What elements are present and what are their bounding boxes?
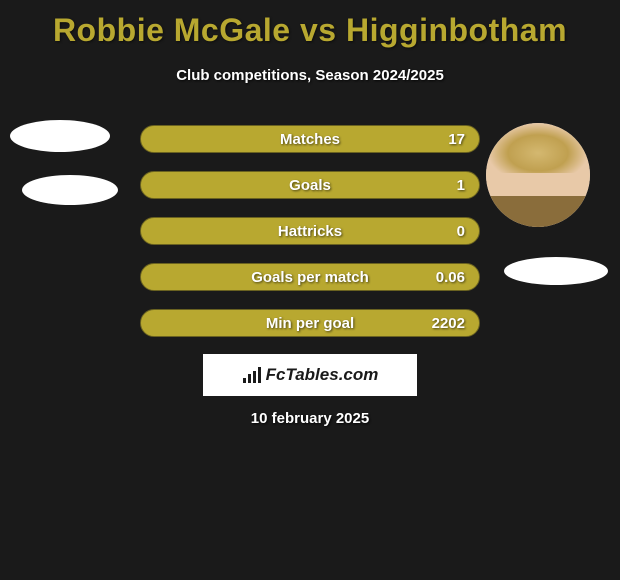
player-right-club-placeholder (504, 257, 608, 285)
player-right-avatar (486, 123, 590, 227)
stat-value: 1 (457, 177, 465, 194)
stat-label: Goals per match (251, 269, 369, 286)
date-text: 10 february 2025 (0, 410, 620, 427)
player-left-avatar-placeholder (10, 120, 110, 152)
stat-bar-goals: Goals 1 (140, 171, 480, 199)
comparison-subtitle: Club competitions, Season 2024/2025 (0, 67, 620, 84)
stat-label: Min per goal (266, 315, 354, 332)
stat-bar-goals-per-match: Goals per match 0.06 (140, 263, 480, 291)
stat-label: Goals (289, 177, 331, 194)
stat-bar-min-per-goal: Min per goal 2202 (140, 309, 480, 337)
comparison-title: Robbie McGale vs Higginbotham (0, 0, 620, 49)
player-left-club-placeholder (22, 175, 118, 205)
stat-label: Matches (280, 131, 340, 148)
stats-container: Matches 17 Goals 1 Hattricks 0 Goals per… (140, 125, 480, 355)
stat-value: 2202 (432, 315, 465, 332)
brand-box[interactable]: FcTables.com (203, 354, 417, 396)
chart-icon (242, 366, 262, 384)
stat-value: 17 (448, 131, 465, 148)
stat-label: Hattricks (278, 223, 342, 240)
stat-value: 0.06 (436, 269, 465, 286)
stat-bar-hattricks: Hattricks 0 (140, 217, 480, 245)
stat-bar-matches: Matches 17 (140, 125, 480, 153)
brand-text: FcTables.com (266, 365, 379, 385)
stat-value: 0 (457, 223, 465, 240)
